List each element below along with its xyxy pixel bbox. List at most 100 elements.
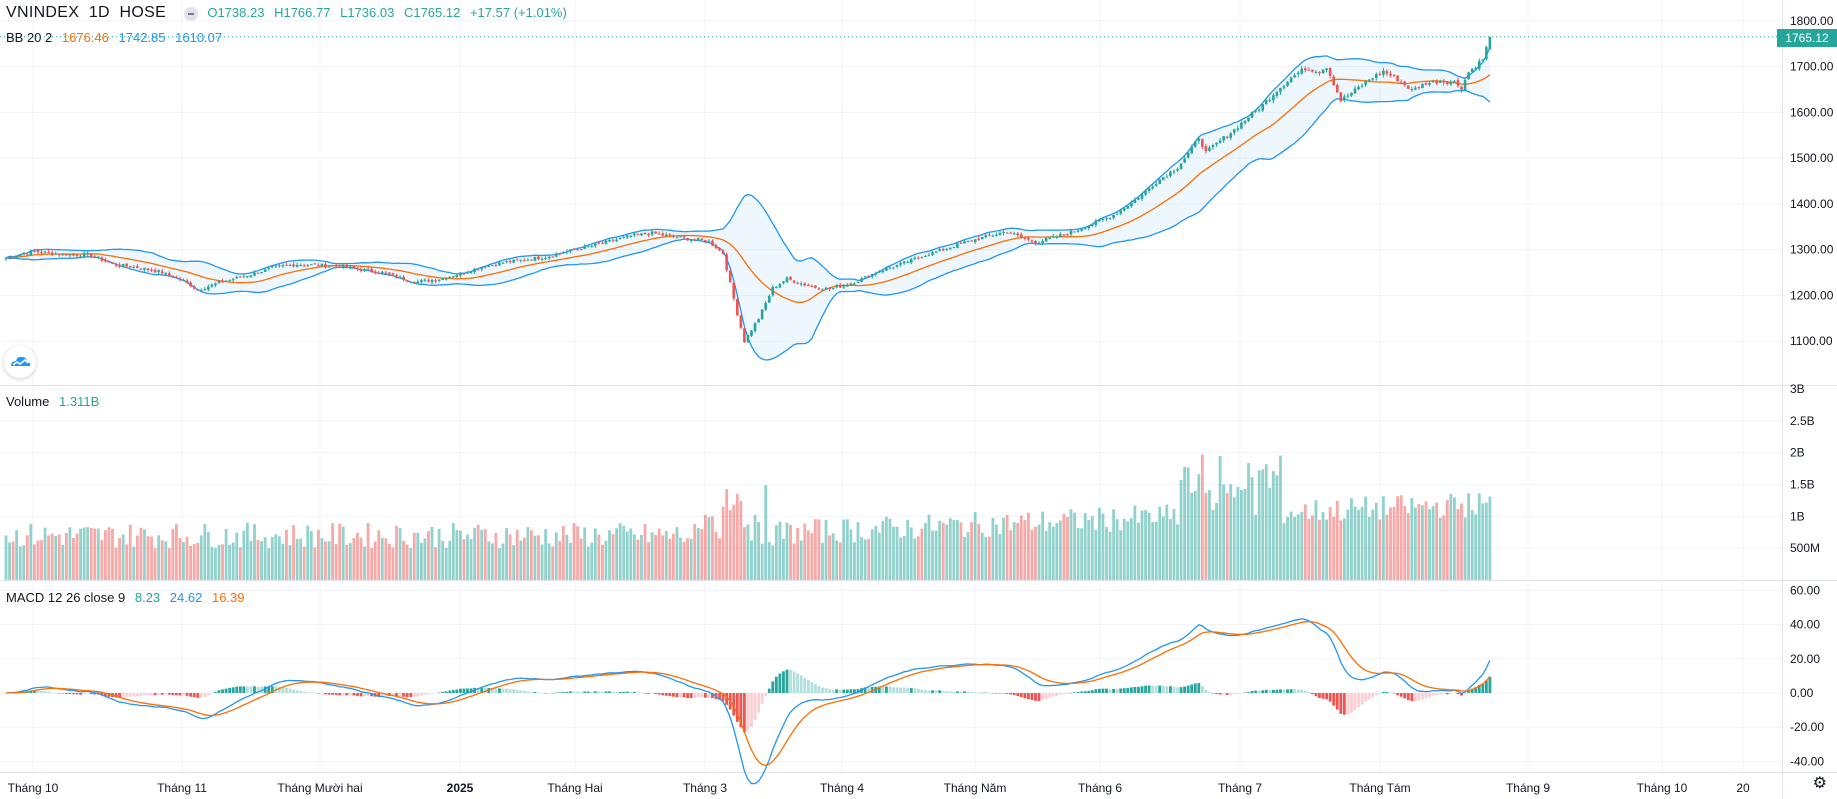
- macd-histogram-bar: [913, 688, 917, 693]
- candle-body: [1020, 234, 1023, 238]
- candle-body: [1456, 80, 1460, 86]
- candle-body: [452, 276, 455, 278]
- candle: [1261, 103, 1264, 113]
- candle: [466, 271, 469, 274]
- macd-histogram-bar: [459, 688, 462, 693]
- candle: [1435, 79, 1438, 85]
- macd-histogram-bar: [1240, 693, 1243, 694]
- candle: [1431, 79, 1435, 84]
- macd-histogram-bar: [356, 693, 359, 696]
- candle: [917, 256, 920, 260]
- gear-icon[interactable]: ⚙: [1812, 775, 1827, 792]
- interval-label[interactable]: 1D: [88, 4, 110, 21]
- macd-histogram-bar: [888, 686, 892, 693]
- bb-legend[interactable]: BB 20 2 1676.46 1742.85 1610.07: [6, 30, 228, 45]
- candle: [1474, 66, 1477, 70]
- macd-histogram-bar: [1460, 693, 1463, 696]
- candle: [1158, 177, 1162, 185]
- macd-histogram-bar: [1328, 693, 1332, 702]
- candle-body: [1083, 228, 1087, 230]
- volume-bar: [849, 529, 853, 580]
- macd-histogram-bar: [317, 693, 320, 694]
- candle-body: [182, 279, 185, 281]
- candle: [1304, 66, 1307, 73]
- volume-bar: [583, 527, 587, 580]
- candle-body: [50, 252, 54, 255]
- volume-legend[interactable]: Volume 1.311B: [6, 394, 105, 409]
- candle-body: [668, 234, 672, 236]
- candle-body: [402, 276, 405, 280]
- collapse-legend-button[interactable]: [183, 6, 198, 21]
- volume-bar: [657, 528, 661, 580]
- volume-bar: [86, 527, 90, 580]
- macd-histogram-bar: [1204, 689, 1208, 693]
- candle: [1382, 67, 1385, 78]
- volume-bar: [774, 525, 778, 580]
- candle-body: [1375, 73, 1378, 78]
- candle-body: [1382, 70, 1385, 75]
- candle: [1470, 68, 1474, 73]
- candle-body: [331, 265, 334, 267]
- candle: [1250, 111, 1254, 118]
- candle: [1353, 85, 1357, 94]
- candle: [1414, 85, 1417, 91]
- macd-histogram-bar: [1247, 692, 1250, 693]
- macd-histogram-bar: [270, 686, 274, 693]
- macd-histogram-bar: [608, 691, 611, 693]
- symbol-label[interactable]: VNINDEX: [6, 4, 80, 21]
- candle-body: [150, 269, 153, 271]
- candle: [952, 246, 956, 249]
- macd-histogram-bar: [924, 690, 927, 693]
- candle: [963, 239, 966, 244]
- candle: [235, 275, 239, 279]
- candle-body: [803, 283, 807, 286]
- candle-body: [789, 277, 792, 280]
- candle: [757, 318, 760, 323]
- tradingview-cloud-icon[interactable]: [4, 346, 36, 378]
- candle: [899, 261, 902, 267]
- candle-body: [285, 264, 288, 266]
- candle: [405, 279, 409, 283]
- volume-bar: [1129, 518, 1133, 580]
- candle-body: [118, 264, 121, 267]
- macd-histogram-bar: [686, 693, 689, 699]
- candle-body: [1474, 67, 1477, 70]
- volume-bar: [302, 546, 306, 580]
- volume-bar: [860, 537, 863, 580]
- candle: [537, 256, 540, 261]
- candle-body: [1371, 78, 1375, 80]
- candle-body: [647, 233, 650, 236]
- candle: [1112, 214, 1115, 220]
- candle-body: [278, 265, 281, 267]
- candle: [1339, 92, 1343, 103]
- candle-body: [895, 264, 899, 267]
- candle: [640, 233, 643, 237]
- volume-bar: [1161, 516, 1165, 580]
- candle-body: [523, 260, 526, 262]
- volume-bar: [33, 544, 36, 580]
- volume-bar: [970, 522, 973, 580]
- candle-body: [349, 266, 352, 268]
- candle-body: [214, 283, 217, 286]
- candle: [1005, 231, 1009, 234]
- macd-histogram-bar: [1186, 685, 1190, 693]
- macd-histogram-bar: [1087, 690, 1091, 693]
- volume-bar: [185, 536, 189, 580]
- volume-bar: [615, 528, 618, 580]
- candle: [441, 277, 444, 281]
- candle: [867, 275, 870, 278]
- macd-legend[interactable]: MACD 12 26 close 9 8.23 24.62 16.39: [6, 590, 251, 605]
- candle-body: [242, 276, 246, 278]
- candle-body: [952, 247, 956, 249]
- candle-body: [721, 250, 725, 254]
- macd-histogram-bar: [1229, 693, 1233, 695]
- volume-bar: [778, 521, 782, 580]
- volume-bar: [405, 544, 409, 580]
- macd-histogram-bar: [1183, 686, 1186, 693]
- candle: [11, 257, 15, 259]
- candle-body: [1460, 86, 1463, 90]
- volume-bar: [1385, 514, 1389, 580]
- macd-histogram-bar: [959, 691, 963, 693]
- candle: [1172, 169, 1176, 175]
